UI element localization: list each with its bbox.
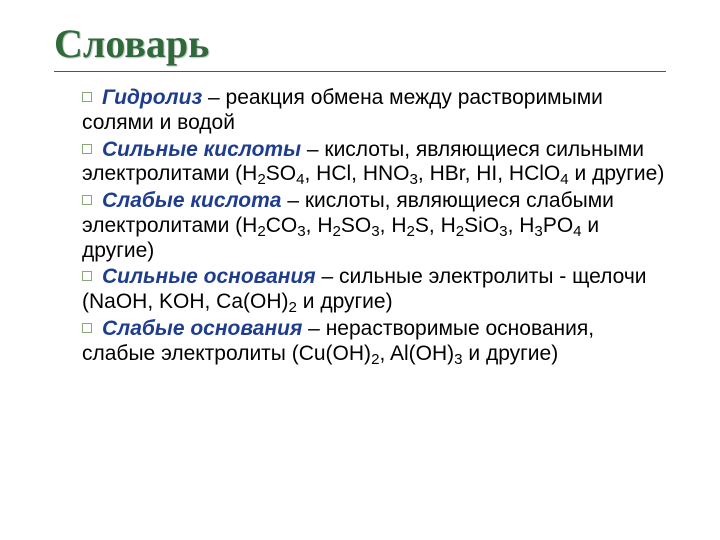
bullet-icon — [82, 271, 92, 281]
bullet-icon — [82, 323, 92, 333]
term: Слабые кислота — [102, 189, 281, 212]
definition-entry: Слабые кислота – кислоты, являющиеся сла… — [82, 189, 666, 263]
definitions-body: Гидролиз – реакция обмена между раствори… — [54, 86, 666, 366]
bullet-icon — [82, 144, 92, 154]
definition-entry: Гидролиз – реакция обмена между раствори… — [82, 86, 666, 136]
page-title: Словарь — [54, 20, 666, 67]
term: Гидролиз — [102, 86, 202, 109]
bullet-icon — [82, 195, 92, 205]
title-underline — [54, 71, 666, 72]
term: Сильные основания — [102, 265, 316, 288]
definition-entry: Сильные кислоты – кислоты, являющиеся си… — [82, 138, 666, 188]
slide: Словарь Гидролиз – реакция обмена между … — [0, 0, 720, 540]
definition-entry: Слабые основания – нерастворимые основан… — [82, 317, 666, 367]
term: Сильные кислоты — [102, 138, 301, 161]
bullet-icon — [82, 92, 92, 102]
term: Слабые основания — [102, 317, 302, 340]
definition-entry: Сильные основания – сильные электролиты … — [82, 265, 666, 315]
